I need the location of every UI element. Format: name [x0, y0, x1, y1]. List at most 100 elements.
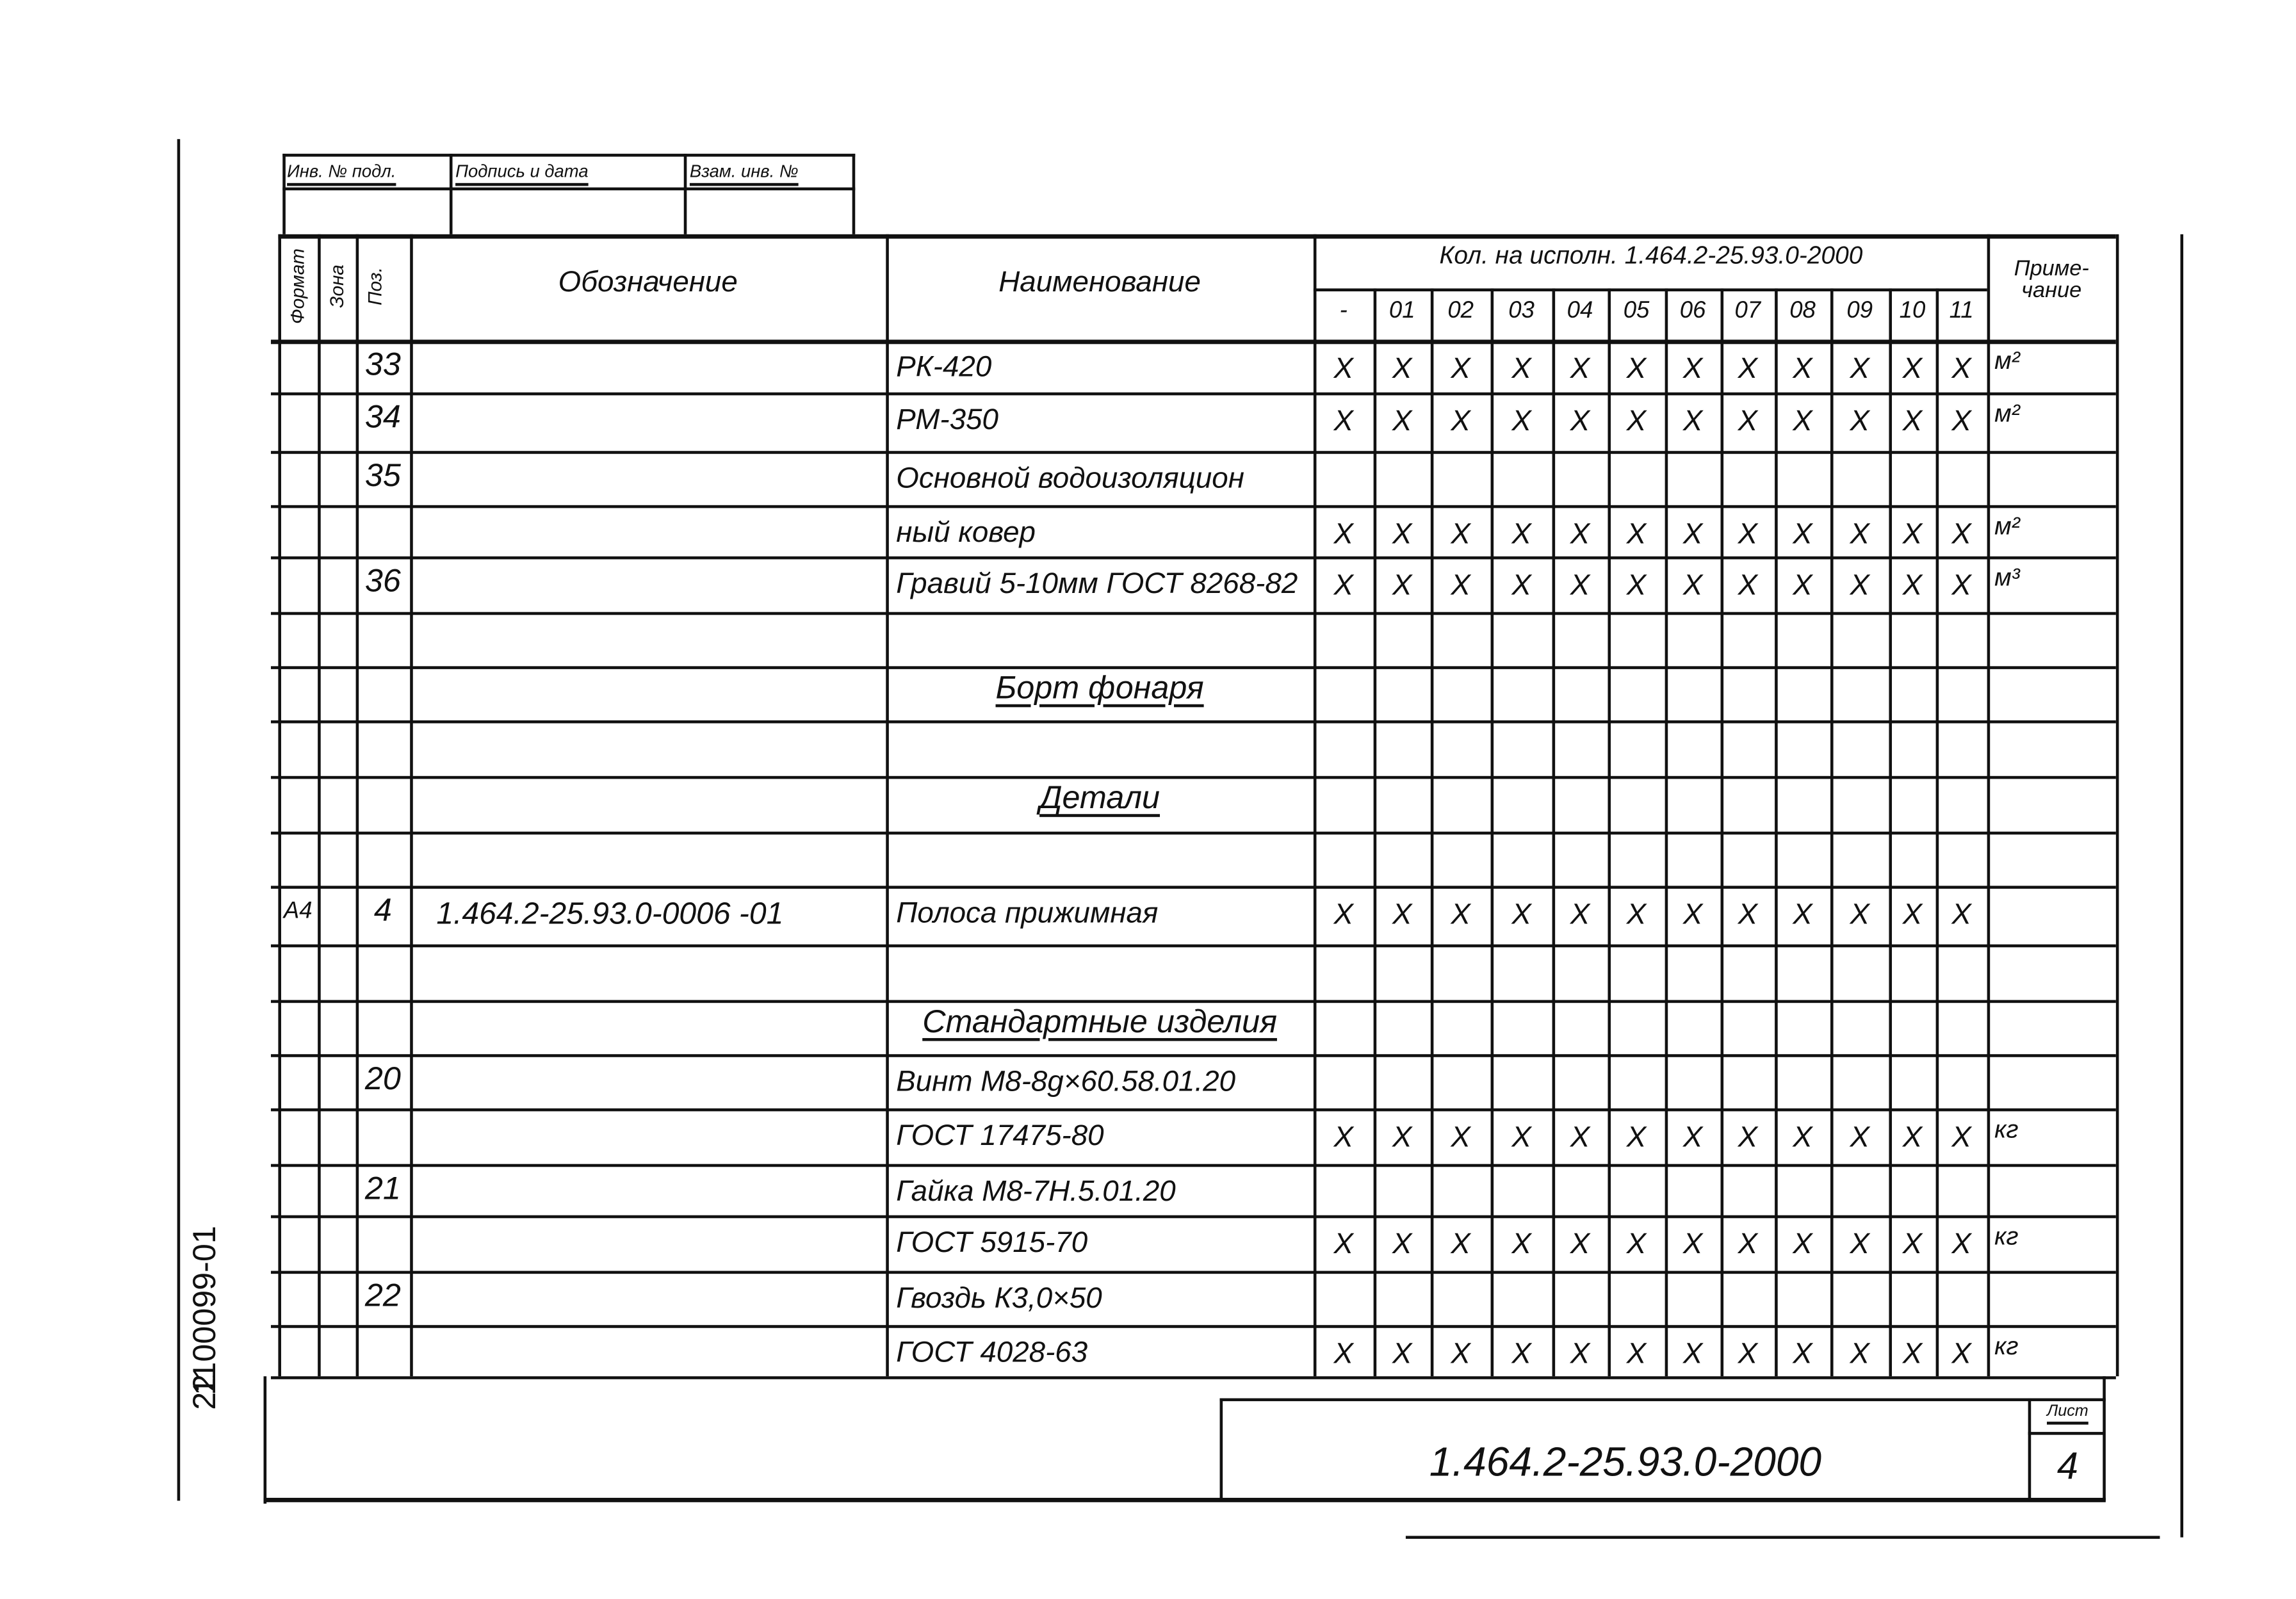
- variant-mark: X: [1793, 405, 1812, 438]
- variant-mark: X: [1850, 405, 1869, 438]
- row-position: 21: [364, 1169, 401, 1206]
- variant-mark: X: [1511, 1338, 1531, 1371]
- column-line: [1830, 288, 1834, 1377]
- variant-mark: X: [1902, 518, 1923, 551]
- variant-mark: X: [1511, 1228, 1531, 1261]
- stamp-header: Подпись и дата: [455, 161, 589, 182]
- column-line: [1373, 288, 1377, 1377]
- variant-mark: X: [1682, 405, 1703, 438]
- column-line: [1987, 234, 1991, 1377]
- variant-mark: X: [1392, 1228, 1412, 1261]
- variant-mark: X: [1570, 353, 1590, 386]
- header-variant: 09: [1846, 298, 1873, 324]
- sheet-cell-divider: [2028, 1432, 2105, 1434]
- row-name: Основной водоизоляцион: [896, 462, 1244, 495]
- sheet-number: 4: [2056, 1443, 2078, 1488]
- variant-mark: X: [1902, 1338, 1923, 1371]
- variant-mark: X: [1682, 518, 1703, 551]
- row-name: Гвоздь К3,0×50: [896, 1282, 1102, 1315]
- header-variant: -: [1339, 298, 1347, 324]
- variant-mark: X: [1392, 569, 1412, 602]
- row-line: [270, 1215, 2116, 1219]
- variant-mark: X: [1793, 1338, 1812, 1371]
- variant-mark: X: [1902, 898, 1923, 932]
- variant-mark: X: [1570, 569, 1590, 602]
- margin-line: [177, 139, 181, 1501]
- row-format: А4: [283, 898, 313, 924]
- row-note: кг: [1994, 1222, 2019, 1251]
- column-line: [1889, 288, 1893, 1377]
- header-format: Формат: [286, 248, 309, 325]
- column-line: [1935, 288, 1939, 1377]
- section-heading: Стандартные изделия: [922, 1003, 1277, 1040]
- variant-mark: X: [1626, 1338, 1647, 1371]
- rule-line: [282, 154, 856, 157]
- variant-mark: X: [1626, 1121, 1647, 1154]
- document-number: 1.464.2-25.93.0-2000: [1429, 1439, 1822, 1485]
- row-position: 34: [364, 398, 401, 435]
- rule-line: [282, 187, 856, 190]
- variant-mark: X: [1738, 353, 1758, 386]
- variant-mark: X: [1951, 518, 1971, 551]
- variant-mark: X: [1682, 353, 1703, 386]
- header-zone: Зона: [325, 264, 348, 308]
- variant-mark: X: [1682, 1338, 1703, 1371]
- section-heading: Детали: [1039, 779, 1160, 816]
- variant-mark: X: [1570, 405, 1590, 438]
- variant-mark: X: [1626, 898, 1647, 932]
- variant-mark: X: [1451, 1121, 1470, 1154]
- row-name: ГОСТ 17475-80: [896, 1120, 1104, 1153]
- header-name: Наименование: [998, 266, 1201, 299]
- variant-mark: X: [1902, 1121, 1923, 1154]
- row-name: Полоса прижимная: [896, 897, 1159, 930]
- header-note: Приме- чание: [2014, 256, 2089, 304]
- variant-mark: X: [1333, 1228, 1354, 1261]
- rule-line: [852, 154, 856, 234]
- variant-mark: X: [1333, 518, 1354, 551]
- variant-mark: X: [1951, 1338, 1971, 1371]
- row-name: Гравий 5-10мм ГОСТ 8268-82: [896, 568, 1298, 601]
- variant-mark: X: [1850, 1338, 1869, 1371]
- row-note: кг: [1994, 1332, 2019, 1361]
- variant-mark: X: [1392, 1121, 1412, 1154]
- row-position: 4: [373, 891, 392, 929]
- stamp-header: Взам. инв. №: [689, 161, 799, 182]
- table-top: [278, 234, 2116, 238]
- column-line: [410, 234, 413, 1377]
- title-right: [2103, 1376, 2106, 1501]
- row-designation: 1.464.2-25.93.0-0006 -01: [436, 897, 784, 932]
- row-note: м²: [1994, 346, 2020, 375]
- header-variant: 04: [1567, 298, 1593, 324]
- variant-mark: X: [1793, 353, 1812, 386]
- right-border: [2180, 234, 2184, 1538]
- column-line: [886, 234, 889, 1377]
- variant-mark: X: [1951, 405, 1971, 438]
- row-line: [270, 944, 2116, 948]
- header-designation: Обозначение: [558, 266, 738, 299]
- variant-mark: X: [1951, 1121, 1971, 1154]
- variant-mark: X: [1392, 405, 1412, 438]
- variant-mark: X: [1392, 353, 1412, 386]
- header-variant: 10: [1899, 298, 1926, 324]
- row-line: [270, 1108, 2116, 1112]
- variant-mark: X: [1333, 1121, 1354, 1154]
- variant-mark: X: [1850, 898, 1869, 932]
- row-name: ГОСТ 5915-70: [896, 1227, 1088, 1260]
- row-name: РК-420: [896, 351, 992, 384]
- variant-mark: X: [1738, 518, 1758, 551]
- variant-mark: X: [1902, 569, 1923, 602]
- variant-mark: X: [1333, 898, 1354, 932]
- row-line: [270, 505, 2116, 508]
- variant-mark: X: [1626, 569, 1647, 602]
- column-line: [2115, 234, 2119, 1377]
- row-line: [270, 1000, 2116, 1003]
- variant-mark: X: [1902, 1228, 1923, 1261]
- variant-mark: X: [1333, 353, 1354, 386]
- row-position: 35: [364, 457, 401, 494]
- variant-mark: X: [1738, 1121, 1758, 1154]
- row-name: Винт М8-8g×60.58.01.20: [896, 1066, 1236, 1098]
- variant-mark: X: [1570, 898, 1590, 932]
- row-position: 22: [364, 1276, 401, 1313]
- variant-mark: X: [1738, 1228, 1758, 1261]
- variant-mark: X: [1850, 569, 1869, 602]
